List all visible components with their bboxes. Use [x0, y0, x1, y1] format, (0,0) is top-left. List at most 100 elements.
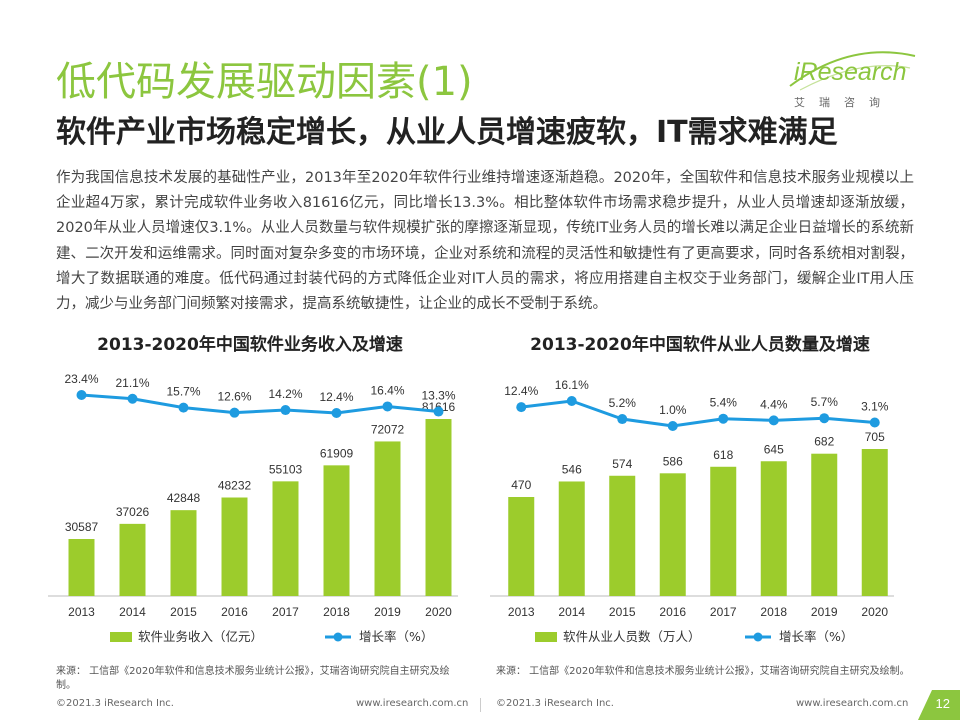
bar [609, 475, 636, 596]
growth-rate-point [229, 407, 240, 418]
bar-value-label: 42848 [167, 491, 201, 505]
page-corner-icon [918, 690, 960, 720]
chart-title-revenue: 2013-2020年中国软件业务收入及增速 [97, 335, 403, 355]
bar-value-label: 705 [865, 430, 885, 444]
bar [508, 497, 535, 596]
growth-rate-label: 15.7% [166, 385, 200, 399]
x-tick-label: 2013 [68, 605, 95, 619]
x-tick-label: 2016 [659, 605, 686, 619]
bar [710, 466, 737, 596]
growth-rate-label: 12.6% [217, 390, 251, 404]
growth-rate-point [566, 396, 577, 406]
growth-rate-point [819, 413, 830, 424]
x-tick-label: 2016 [221, 605, 248, 619]
bar [558, 481, 585, 596]
growth-rate-label: 14.2% [268, 387, 302, 401]
footer-divider [480, 698, 481, 712]
bar [68, 539, 95, 596]
growth-rate-label: 23.4% [64, 372, 98, 386]
footer-url-left: www.iresearch.com.cn [356, 698, 469, 709]
source-note-right: 来源： 工信部《2020年软件和信息技术服务业统计公报》，艾瑞咨询研究院自主研究… [496, 666, 910, 677]
growth-rate-label: 4.4% [760, 397, 788, 411]
x-tick-label: 2020 [425, 605, 452, 619]
footer-copyright-left: ©2021.3 iResearch Inc. [56, 698, 174, 709]
growth-rate-label: 1.0% [659, 403, 687, 417]
x-tick-label: 2019 [811, 605, 838, 619]
x-tick-label: 2015 [609, 605, 636, 619]
growth-rate-line [81, 393, 439, 415]
legend-line-marker [753, 632, 763, 642]
bar-value-label: 682 [814, 435, 834, 449]
bar [811, 453, 838, 596]
x-tick-label: 2013 [508, 605, 535, 619]
bar [170, 510, 197, 596]
page-subtitle: 软件产业市场稳定增长，从业人员增速疲软，IT需求难满足 [56, 115, 838, 150]
growth-rate-label: 13.3% [421, 389, 455, 403]
growth-rate-label: 3.1% [861, 400, 889, 414]
bar-value-label: 546 [562, 462, 582, 476]
bar [760, 461, 787, 596]
logo-wordmark: iResearch [794, 58, 907, 86]
legend-bar-label: 软件业务收入（亿元） [138, 629, 263, 644]
bar-value-label: 61909 [320, 446, 354, 460]
page-number-badge: 12 [918, 690, 960, 720]
x-tick-label: 2020 [861, 605, 888, 619]
x-tick-label: 2014 [558, 605, 585, 619]
growth-rate-point [178, 402, 189, 413]
x-tick-label: 2018 [760, 605, 787, 619]
growth-rate-label: 5.7% [811, 395, 839, 409]
legend-line-label: 增长率（%） [779, 629, 853, 644]
legend-bar-label: 软件从业人员数（万人） [563, 629, 701, 644]
bar [374, 441, 401, 596]
x-tick-label: 2015 [170, 605, 197, 619]
bar [425, 419, 452, 596]
growth-rate-label: 5.2% [609, 396, 637, 410]
x-tick-label: 2018 [323, 605, 350, 619]
x-tick-label: 2019 [374, 605, 401, 619]
revenue-chart: 30587 2013 37026 2014 42848 2015 48232 2016 5510… [48, 372, 458, 644]
growth-rate-point [768, 415, 779, 426]
growth-rate-point [516, 402, 527, 413]
bar [119, 523, 146, 596]
employee-chart: 470 2013 546 2014 574 2015 586 2016 618 2017 645 20… [490, 378, 894, 644]
logo-swoosh-icon [789, 51, 916, 91]
bar-value-label: 574 [612, 457, 632, 471]
x-tick-label: 2017 [272, 605, 299, 619]
bar-value-label: 30587 [65, 520, 99, 534]
legend-bar-swatch [535, 632, 557, 642]
growth-rate-point [382, 401, 393, 412]
bar-value-label: 72072 [371, 422, 405, 436]
footer-url-right: www.iresearch.com.cn [796, 698, 909, 709]
bar [861, 449, 888, 596]
body-paragraph: 作为我国信息技术发展的基础性产业，2013年至2020年软件行业维持增速逐渐趋稳… [56, 170, 914, 313]
legend-line-marker [333, 632, 343, 642]
chart-title-employees: 2013-2020年中国软件从业人员数量及增速 [530, 335, 870, 355]
growth-rate-point [869, 417, 880, 428]
bar-value-label: 618 [713, 448, 733, 462]
growth-rate-label: 5.4% [710, 396, 738, 410]
growth-rate-point [127, 393, 138, 404]
bar [221, 497, 248, 596]
growth-rate-point [76, 390, 87, 400]
growth-rate-point [667, 421, 678, 431]
growth-rate-label: 21.1% [115, 376, 149, 390]
source-note-left: 来源： 工信部《2020年软件和信息技术服务业统计公报》，艾瑞咨询研究院自主研究… [56, 666, 450, 691]
growth-rate-label: 16.1% [555, 378, 589, 392]
iresearch-logo: iResearch 艾瑞咨询 [780, 46, 920, 116]
bar [272, 481, 299, 596]
growth-rate-point [617, 414, 628, 425]
bar-value-label: 37026 [116, 505, 150, 519]
x-tick-label: 2014 [119, 605, 146, 619]
growth-rate-point [433, 406, 444, 417]
bar [659, 473, 686, 596]
growth-rate-point [718, 413, 729, 424]
growth-rate-point [331, 408, 342, 418]
growth-rate-label: 12.4% [504, 384, 538, 398]
bar-value-label: 55103 [269, 462, 303, 476]
growth-rate-label: 16.4% [370, 383, 404, 397]
x-tick-label: 2017 [710, 605, 737, 619]
logo-chinese: 艾瑞咨询 [794, 96, 894, 109]
bar [323, 465, 350, 596]
footer-copyright-right: ©2021.3 iResearch Inc. [496, 698, 614, 709]
bar-value-label: 645 [764, 442, 784, 456]
